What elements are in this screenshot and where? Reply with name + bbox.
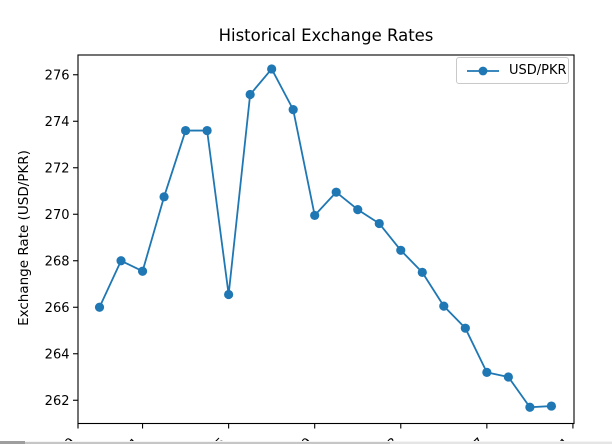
data-point-marker bbox=[288, 105, 298, 115]
series-line bbox=[98, 68, 552, 409]
data-point-marker bbox=[482, 367, 492, 377]
plot-frame bbox=[77, 54, 575, 425]
chart-title: Historical Exchange Rates bbox=[218, 26, 434, 45]
data-point-marker bbox=[417, 267, 427, 277]
window-bottom-edge-line-light bbox=[390, 442, 612, 444]
data-point-marker bbox=[331, 187, 341, 197]
data-point-marker bbox=[525, 402, 535, 412]
data-point-marker bbox=[439, 301, 449, 311]
data-point-marker bbox=[396, 245, 406, 255]
window-bottom-edge-line bbox=[25, 442, 390, 444]
legend-entry-label: USD/PKR bbox=[509, 63, 567, 78]
data-point-marker bbox=[94, 302, 105, 312]
data-point-marker bbox=[159, 192, 169, 202]
data-point-marker bbox=[267, 64, 277, 74]
y-tick-label: 274 bbox=[45, 115, 70, 130]
y-tick-label: 276 bbox=[45, 68, 70, 83]
data-point-marker bbox=[137, 266, 148, 276]
legend-marker-icon bbox=[467, 66, 499, 75]
data-point-marker bbox=[460, 323, 470, 333]
data-point-marker bbox=[116, 256, 126, 266]
data-point-marker bbox=[353, 205, 363, 215]
y-tick-label: 264 bbox=[45, 347, 70, 362]
data-point-marker bbox=[224, 289, 234, 300]
y-tick-label: 266 bbox=[45, 301, 70, 316]
data-point-marker bbox=[503, 372, 513, 382]
data-point-marker bbox=[202, 125, 212, 136]
y-tick-label: 262 bbox=[45, 394, 70, 409]
data-point-marker bbox=[180, 125, 191, 136]
data-point-marker bbox=[374, 218, 384, 229]
y-tick-label: 272 bbox=[45, 161, 70, 176]
y-tick-label: 270 bbox=[45, 208, 70, 223]
window-bottom-edge-stub bbox=[0, 441, 25, 444]
data-point-marker bbox=[245, 89, 255, 100]
data-point-marker bbox=[546, 401, 557, 411]
data-point-marker bbox=[310, 210, 320, 221]
y-tick-label: 268 bbox=[45, 254, 70, 269]
legend-box: USD/PKR bbox=[456, 57, 569, 84]
